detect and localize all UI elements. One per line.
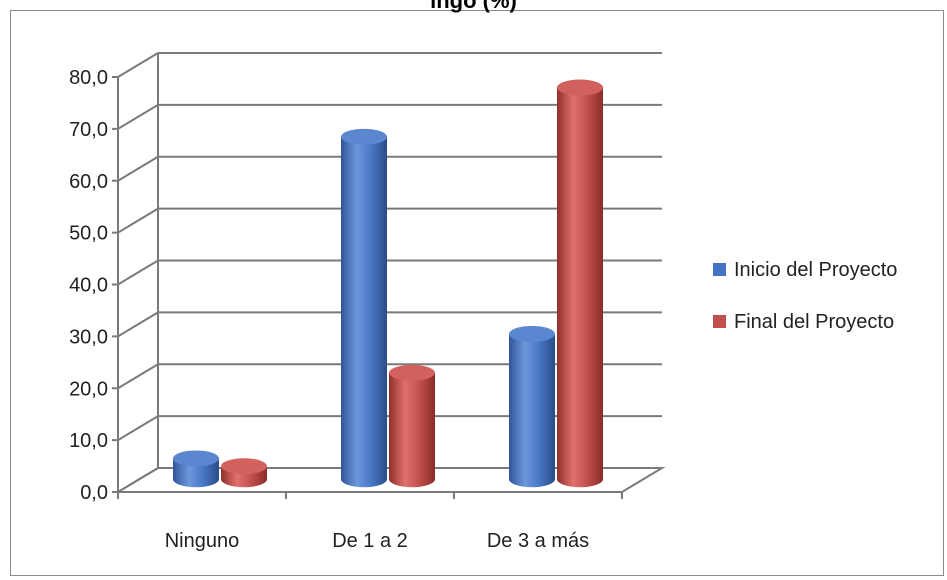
y-tick-label: 10,0 <box>69 430 108 452</box>
bar-inicio-1 <box>341 128 387 488</box>
y-tick-label: 30,0 <box>69 326 108 348</box>
gridline-side <box>117 415 159 441</box>
gridline-side <box>117 363 159 390</box>
bar-layer <box>173 79 603 488</box>
bar-inicio-0 <box>173 450 219 488</box>
legend-swatch <box>713 315 726 328</box>
legend: Inicio del Proyecto Final del Proyecto <box>713 259 897 333</box>
gridline-side <box>117 207 159 234</box>
bar-final-2 <box>557 79 603 488</box>
legend-label: Final del Proyecto <box>734 311 894 333</box>
gridline-side <box>117 104 159 130</box>
gridline-side <box>117 155 159 182</box>
y-tick-label: 80,0 <box>69 67 108 89</box>
gridline-side <box>117 259 159 286</box>
gridline-side <box>117 52 159 78</box>
x-tick-label: De 3 a más <box>487 530 589 552</box>
y-tick-label: 70,0 <box>69 119 108 141</box>
y-tick-label: 20,0 <box>69 378 108 400</box>
x-tick-label: De 1 a 2 <box>332 530 408 552</box>
x-tick-label: Ninguno <box>165 530 240 552</box>
bar-final-1 <box>389 364 435 488</box>
bar-inicio-2 <box>509 325 555 488</box>
legend-label: Inicio del Proyecto <box>734 259 897 281</box>
y-tick-label: 60,0 <box>69 171 108 193</box>
gridline-side <box>117 311 159 338</box>
chart-title: ingo (%) <box>430 0 517 13</box>
y-tick-label: 40,0 <box>69 275 108 297</box>
axis-layer: 0,0 10,0 20,0 30,0 40,0 50,0 60,0 70,0 80,0 Ningu… <box>69 67 666 552</box>
y-tick-label: 50,0 <box>69 223 108 245</box>
legend-swatch <box>713 263 726 276</box>
bar-final-0 <box>221 458 267 488</box>
y-tick-label: 0,0 <box>80 482 108 504</box>
